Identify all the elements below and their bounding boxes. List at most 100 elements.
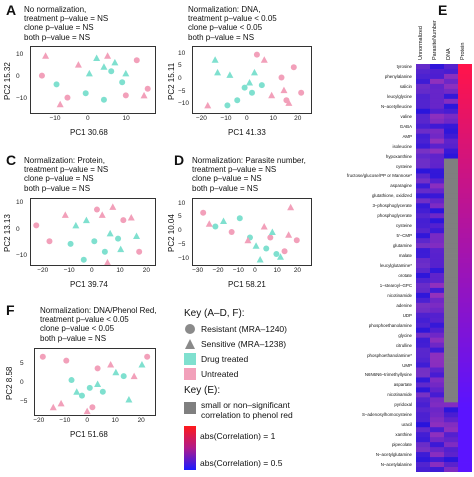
heatmap-cell	[444, 297, 458, 304]
drug-treated-swatch	[184, 353, 196, 365]
data-point-triangle	[204, 101, 212, 109]
x-axis-label-f: PC1 51.68	[70, 430, 108, 439]
heatmap-cell	[416, 163, 430, 169]
data-point-triangle	[226, 71, 234, 78]
heatmap-cell	[416, 332, 430, 339]
heatmap-cell	[444, 387, 458, 393]
heatmap-cell	[430, 377, 444, 383]
x-tick-label: 0	[245, 115, 249, 122]
heatmap-cell	[430, 163, 444, 169]
x-tick-label: −20	[212, 267, 224, 274]
heatmap-cell	[444, 277, 458, 284]
key-af-title: Key (A–D, F):	[184, 308, 245, 319]
heatmap-cell	[444, 188, 458, 194]
heatmap-cell	[416, 447, 430, 453]
heatmap-cell	[430, 98, 444, 105]
heatmap-row-label: hypoxanthine	[385, 153, 412, 159]
x-tick-label: 10	[111, 417, 119, 424]
panel-letter-e: E	[438, 2, 448, 18]
panel-c-annotation-line: both p–value = NS	[24, 183, 91, 193]
heatmap-cell	[416, 327, 430, 334]
data-point-circle	[241, 84, 248, 91]
heatmap-cell	[458, 332, 472, 339]
heatmap-cell	[416, 372, 430, 378]
heatmap-cell	[416, 178, 430, 184]
heatmap-cell	[416, 118, 430, 125]
heatmap-cell	[458, 168, 472, 174]
heatmap-cell	[444, 402, 458, 408]
heatmap-cell	[458, 277, 472, 284]
panel-a-annotation-line: treatment p–value = NS	[24, 14, 109, 24]
panel-c-annotation-line: clone p–value = NS	[24, 174, 94, 184]
key-low-correlation: abs(Correlation) = 0.5	[200, 458, 283, 468]
y-tick-label: 0	[20, 378, 24, 386]
panel-letter-d: D	[174, 152, 185, 168]
heatmap-cell	[430, 467, 444, 472]
x-tick-label: 20	[142, 267, 150, 274]
scatter-svg	[204, 51, 305, 109]
data-point-circle	[39, 353, 46, 360]
data-point-triangle	[109, 203, 117, 210]
data-point-circle	[53, 81, 60, 88]
heatmap-cell	[444, 128, 458, 135]
data-point-circle	[82, 90, 89, 97]
heatmap-cell	[416, 218, 430, 224]
data-point-triangle	[260, 56, 268, 63]
heatmap-cell	[458, 397, 472, 403]
heatmap-column-label: DNA	[446, 48, 452, 60]
heatmap-cell	[444, 407, 458, 413]
heatmap-cell	[416, 367, 430, 373]
heatmap-cell	[444, 397, 458, 403]
heatmap-cell	[416, 302, 430, 309]
data-point-circle	[38, 72, 45, 79]
heatmap-cell	[430, 397, 444, 403]
heatmap-cell	[458, 367, 472, 373]
panel-f-annotation-line: treatment p–value < 0.05	[40, 315, 129, 325]
data-point-triangle	[94, 380, 102, 387]
heatmap-cell	[430, 88, 444, 95]
heatmap-cell	[416, 282, 430, 289]
key-drug-treated-label: Drug treated	[201, 354, 249, 364]
heatmap-cell	[458, 372, 472, 378]
data-point-triangle	[93, 54, 101, 61]
heatmap-cell	[430, 188, 444, 194]
heatmap-cell	[416, 173, 430, 179]
heatmap-row-label: uracil	[401, 422, 413, 428]
heatmap-cell	[416, 312, 430, 319]
heatmap-cell	[416, 382, 430, 388]
data-point-triangle	[280, 86, 288, 94]
data-point-triangle	[49, 403, 57, 411]
heatmap-cell	[458, 317, 472, 324]
heatmap-cell	[430, 347, 444, 353]
heatmap-row-label: 5′–CMP	[396, 233, 412, 239]
heatmap-cell	[444, 183, 458, 189]
heatmap-cell	[458, 462, 472, 468]
triangle-icon	[185, 339, 195, 349]
key-drug-treated: Drug treated	[184, 353, 248, 365]
heatmap-cell	[430, 452, 444, 458]
data-point-circle	[80, 256, 87, 263]
heatmap-cell	[458, 64, 472, 70]
heatmap-cell	[458, 263, 472, 269]
heatmap-row-label: xanthine	[395, 432, 412, 438]
heatmap-cell	[444, 432, 458, 438]
heatmap-cell	[430, 272, 444, 279]
heatmap-cell	[430, 208, 444, 214]
heatmap-cell	[430, 253, 444, 259]
heatmap-cell	[458, 248, 472, 254]
heatmap-cell	[430, 432, 444, 438]
heatmap-cell	[458, 198, 472, 204]
heatmap-cell	[416, 357, 430, 363]
data-point-triangle	[285, 231, 293, 238]
y-tick-label: −10	[16, 252, 28, 260]
heatmap-cell	[444, 317, 458, 324]
x-tick-label: −20	[195, 115, 207, 122]
heatmap-cell	[458, 447, 472, 453]
heatmap-cell	[458, 208, 472, 214]
heatmap-cell	[444, 337, 458, 344]
data-point-triangle	[61, 211, 69, 218]
data-point-circle	[99, 388, 106, 395]
key-high-correlation: abs(Correlation) = 1	[200, 431, 276, 441]
heatmap-cell	[444, 83, 458, 90]
panel-d-annotation-line: both p–value = NS	[192, 183, 259, 193]
